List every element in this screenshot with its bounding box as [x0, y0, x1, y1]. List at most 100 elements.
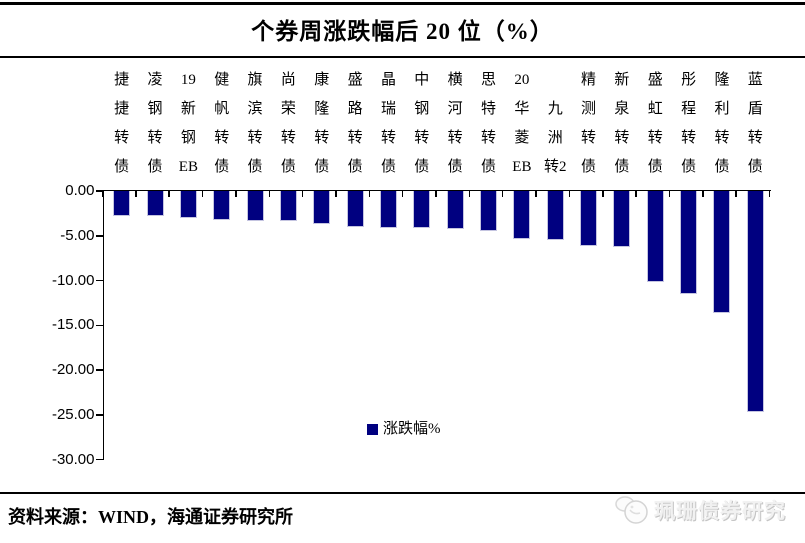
category-label-char: 钢: [414, 101, 430, 117]
category-label-char: 债: [614, 159, 630, 175]
y-axis-line: [102, 191, 104, 460]
category-label-char: 彤: [681, 72, 697, 88]
category-label-char: 债: [314, 159, 330, 175]
bar: [513, 191, 531, 240]
category-label: 盛虹转债: [638, 64, 672, 182]
category-label-char: 转: [681, 130, 697, 146]
y-tick-label: -30.00: [51, 450, 95, 468]
category-label: 晶瑞转债: [371, 64, 405, 182]
category-label-char: 中: [414, 72, 430, 88]
category-label-char: 瑞: [380, 101, 396, 117]
x-axis-tick: [702, 191, 704, 197]
chart-title: 个券周涨跌幅后 20 位（%）: [251, 19, 554, 44]
category-label: 康隆转债: [305, 64, 339, 182]
category-label-char: 程: [681, 101, 697, 117]
y-tick-label: -25.00: [51, 405, 95, 423]
legend-label: 涨跌幅%: [383, 421, 441, 437]
category-label-char: 债: [280, 159, 296, 175]
category-label-char: 菱: [514, 130, 530, 146]
category-label: 精测转债: [572, 64, 606, 182]
category-label-char: 转: [247, 130, 263, 146]
y-axis-tick: [96, 235, 103, 237]
y-axis-tick: [96, 414, 103, 416]
category-label-char: 泉: [614, 101, 630, 117]
bar: [279, 191, 297, 222]
category-label-char: 转: [481, 130, 497, 146]
bar: [613, 191, 631, 248]
category-label: 中钢转债: [405, 64, 439, 182]
category-label-char: 转: [314, 130, 330, 146]
x-axis-tick: [468, 191, 471, 197]
bar: [413, 191, 431, 228]
category-label-char: 转: [147, 130, 163, 146]
category-label-char: 钢: [180, 130, 196, 146]
category-label: 蓝盾转债: [738, 64, 772, 182]
category-label: 旗滨转债: [238, 64, 272, 182]
category-label-char: 债: [347, 159, 363, 175]
x-axis-line: [102, 189, 771, 191]
category-label-char: 健: [214, 72, 230, 88]
x-axis-tick: [435, 191, 437, 197]
category-label-char: 蓝: [747, 72, 763, 88]
category-label: 健帆转债: [205, 64, 239, 182]
category-label-char: 利: [714, 101, 730, 117]
title-underline: [0, 56, 805, 58]
category-label-char: 华: [514, 101, 530, 117]
footer-divider-line: [0, 492, 805, 494]
x-axis-tick: [135, 191, 137, 197]
category-label-char: 盛: [647, 72, 663, 88]
category-label-char: 转: [114, 130, 130, 146]
category-label-char: 新: [180, 101, 196, 117]
y-tick-label: -20.00: [51, 361, 95, 378]
y-tick-label: -10.00: [51, 271, 95, 289]
x-axis-tick: [301, 191, 304, 197]
category-label-char: 横: [447, 72, 463, 88]
category-label-char: 转: [380, 130, 396, 146]
y-axis-tick: [96, 458, 103, 461]
category-label-char: 转: [214, 130, 230, 146]
category-label: 九洲转2: [538, 64, 572, 182]
x-axis-tick: [668, 191, 671, 197]
bar: [746, 191, 764, 413]
category-label-char: EB: [178, 159, 198, 175]
category-label-char: 帆: [214, 101, 230, 117]
x-axis-tick: [501, 191, 504, 197]
x-axis-tick: [602, 191, 604, 197]
category-label-char: 钢: [147, 101, 163, 117]
category-label-char: EB: [512, 159, 532, 175]
bar: [246, 191, 264, 222]
category-label: 新泉转债: [605, 64, 639, 182]
category-label-char: 捷: [114, 72, 130, 88]
bar: [379, 191, 397, 228]
category-label-char: 债: [414, 159, 430, 175]
category-label-char: 捷: [114, 101, 130, 117]
x-axis-tick: [368, 191, 371, 197]
category-label-char: 债: [214, 159, 230, 175]
category-label: 19 新钢 EB: [171, 64, 205, 182]
category-label-char: 尚: [280, 72, 296, 88]
category-label-char: 康: [314, 72, 330, 88]
category-label-char: 思: [481, 72, 497, 88]
bar: [546, 191, 564, 241]
category-label-char: 转: [647, 130, 663, 146]
y-axis-tick: [96, 369, 103, 371]
category-label-char: 转: [414, 130, 430, 146]
bar: [146, 191, 164, 217]
category-label-char: 盾: [747, 101, 763, 117]
category-label-char: 债: [114, 159, 130, 175]
category-label-char: 虹: [647, 101, 663, 117]
category-label-char: 荣: [280, 101, 296, 117]
bar: [480, 191, 498, 232]
category-label-char: 盛: [347, 72, 363, 88]
category-label-char: 债: [481, 159, 497, 175]
x-axis-tick: [168, 191, 170, 197]
y-tick-label: 0.00: [65, 182, 95, 199]
category-label-char: 旗: [247, 72, 263, 88]
category-label-char: 债: [714, 159, 730, 175]
category-label-char: 滨: [247, 101, 263, 117]
category-label: 尚荣转债: [271, 64, 305, 182]
category-label-char: 转: [581, 130, 597, 146]
category-label-char: 债: [681, 159, 697, 175]
y-axis-tick: [96, 324, 103, 326]
